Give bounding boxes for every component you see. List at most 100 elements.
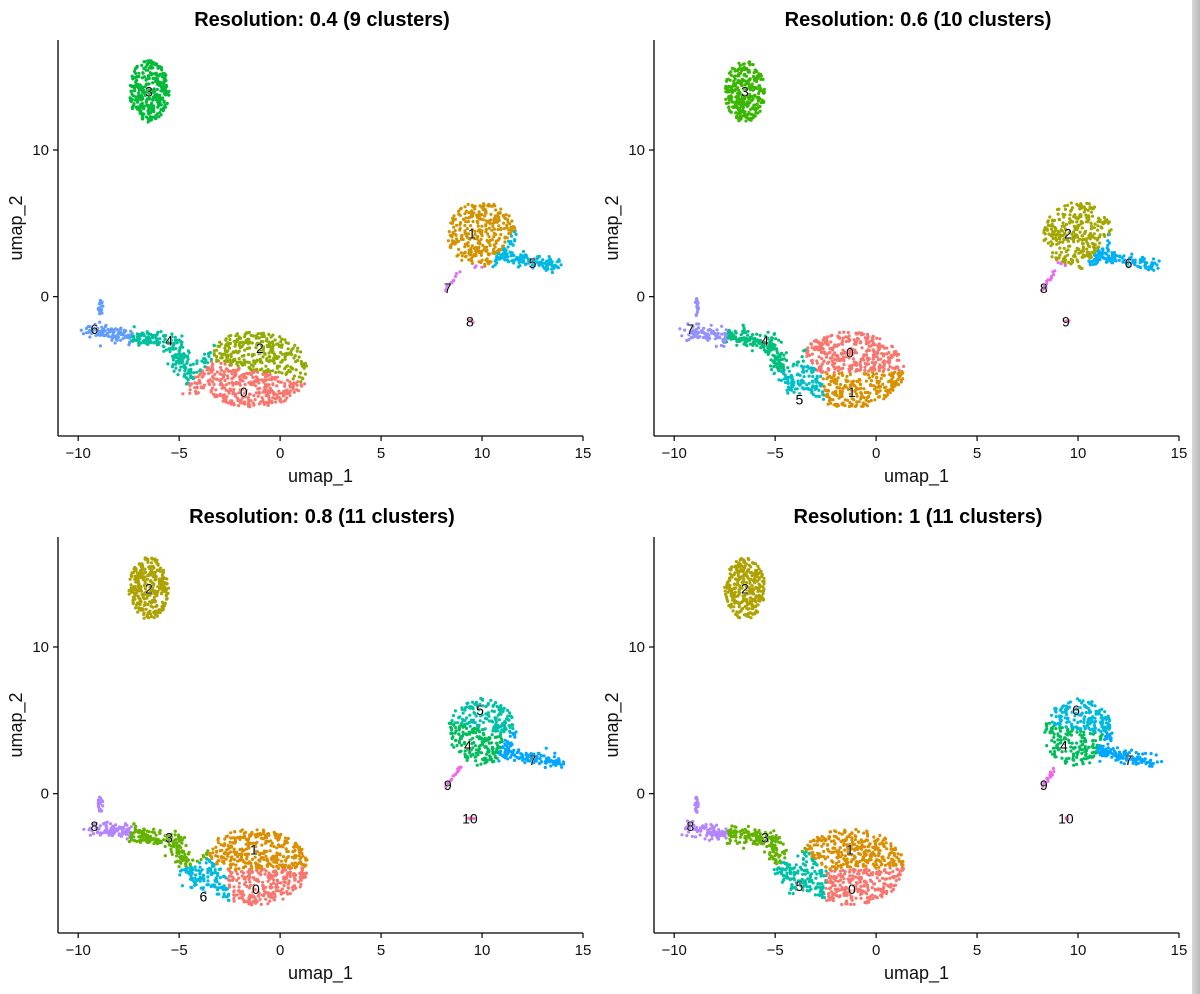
cell-points bbox=[79, 59, 563, 409]
panel-title: Resolution: 0.6 (10 clusters) bbox=[785, 9, 1052, 31]
cluster-label: 8 bbox=[90, 818, 98, 834]
cluster-label: 5 bbox=[476, 702, 484, 718]
cluster-label: 8 bbox=[466, 314, 474, 330]
cluster-label: 5 bbox=[529, 255, 537, 271]
x-axis-title: umap_1 bbox=[884, 466, 949, 487]
y-tick-label: 10 bbox=[628, 639, 645, 656]
y-tick-label: 0 bbox=[41, 289, 49, 306]
x-tick-label: −5 bbox=[171, 942, 188, 959]
panel-title: Resolution: 1 (11 clusters) bbox=[794, 506, 1043, 528]
axes bbox=[653, 537, 1179, 934]
x-tick-label: 5 bbox=[377, 445, 385, 462]
x-tick-label: 0 bbox=[276, 942, 284, 959]
x-axis-title: umap_1 bbox=[288, 963, 353, 984]
axes bbox=[57, 537, 583, 934]
cluster-label: 2 bbox=[741, 580, 749, 596]
x-tick-label: 5 bbox=[973, 942, 981, 959]
umap-panel-res-0-8: Resolution: 0.8 (11 clusters) −10 −5 0 5 10 15… bbox=[0, 497, 600, 994]
cluster-label: 8 bbox=[686, 818, 694, 834]
x-tick-label: 10 bbox=[474, 445, 491, 462]
cluster-label: 5 bbox=[795, 391, 803, 407]
cluster-label: 6 bbox=[1072, 702, 1080, 718]
y-axis-title: umap_2 bbox=[6, 195, 27, 260]
umap-scatter-plot: Resolution: 0.4 (9 clusters)−10 −5 0 5 10 150… bbox=[6, 9, 592, 487]
x-tick-label: −10 bbox=[661, 942, 686, 959]
cluster-label: 6 bbox=[1125, 255, 1133, 271]
cluster-label: 4 bbox=[1060, 737, 1068, 753]
y-tick-label: 0 bbox=[637, 289, 645, 306]
y-axis-title: umap_2 bbox=[6, 692, 27, 757]
cluster-label: 0 bbox=[846, 344, 854, 360]
panel-title: Resolution: 0.4 (9 clusters) bbox=[194, 9, 450, 31]
umap-panel-res-0-6: Resolution: 0.6 (10 clusters) −10 −5 0 5 10 15… bbox=[596, 0, 1196, 497]
x-tick-label: 10 bbox=[1070, 445, 1087, 462]
cluster-label: 10 bbox=[1058, 811, 1074, 827]
panel-title: Resolution: 0.8 (11 clusters) bbox=[189, 506, 455, 528]
cluster-label: 7 bbox=[686, 321, 694, 337]
umap-panel-res-1: Resolution: 1 (11 clusters) −10 −5 0 5 10 15 0 1… bbox=[596, 497, 1196, 994]
x-tick-label: −10 bbox=[65, 445, 90, 462]
cluster-label: 9 bbox=[1062, 314, 1070, 330]
cluster-label: 1 bbox=[846, 841, 854, 857]
x-tick-label: −10 bbox=[661, 445, 686, 462]
cluster-label: 7 bbox=[444, 280, 452, 296]
cluster-label: 10 bbox=[462, 811, 478, 827]
umap-scatter-plot: Resolution: 1 (11 clusters)−10 −5 0 5 10 1501… bbox=[602, 506, 1188, 984]
x-tick-label: 0 bbox=[872, 445, 880, 462]
x-tick-label: 5 bbox=[377, 942, 385, 959]
cluster-label: 1 bbox=[250, 841, 258, 857]
y-axis-title: umap_2 bbox=[602, 692, 623, 757]
umap-panel-res-0-4: Resolution: 0.4 (9 clusters) −10 −5 0 5 10 15 0… bbox=[0, 0, 600, 497]
cluster-label: 3 bbox=[165, 830, 173, 846]
x-tick-label: 15 bbox=[575, 445, 592, 462]
x-axis-title: umap_1 bbox=[884, 963, 949, 984]
cluster-label: 4 bbox=[464, 737, 472, 753]
y-axis-title: umap_2 bbox=[602, 195, 623, 260]
cluster-label: 1 bbox=[468, 226, 476, 242]
cluster-label: 0 bbox=[240, 384, 248, 400]
x-tick-label: −5 bbox=[171, 445, 188, 462]
cluster-label: 3 bbox=[741, 83, 749, 99]
cell-points bbox=[678, 60, 1161, 409]
x-tick-label: 15 bbox=[575, 942, 592, 959]
cluster-label: 2 bbox=[145, 580, 153, 596]
cell-points bbox=[82, 556, 566, 907]
cluster-label: 0 bbox=[848, 881, 856, 897]
cluster-label: 5 bbox=[795, 878, 803, 894]
cluster-label: 7 bbox=[529, 752, 537, 768]
cluster-label: 6 bbox=[199, 888, 207, 904]
y-tick-label: 10 bbox=[32, 142, 49, 159]
cluster-label: 0 bbox=[252, 881, 260, 897]
x-tick-label: 0 bbox=[872, 942, 880, 959]
cluster-label: 9 bbox=[444, 777, 452, 793]
x-tick-label: −5 bbox=[767, 942, 784, 959]
cell-points bbox=[680, 556, 1164, 907]
cluster-label: 4 bbox=[165, 333, 173, 349]
cluster-label: 8 bbox=[1040, 280, 1048, 296]
axes bbox=[653, 40, 1179, 437]
x-tick-label: 15 bbox=[1171, 942, 1188, 959]
umap-scatter-plot: Resolution: 0.8 (11 clusters)−10 −5 0 5 10 15… bbox=[6, 506, 592, 984]
x-tick-label: 10 bbox=[1070, 942, 1087, 959]
window-edge-shadow bbox=[1192, 0, 1200, 994]
cluster-label: 2 bbox=[1064, 226, 1072, 242]
x-tick-label: 10 bbox=[474, 942, 491, 959]
cluster-label: 7 bbox=[1125, 752, 1133, 768]
cluster-label: 3 bbox=[145, 83, 153, 99]
umap-scatter-plot: Resolution: 0.6 (10 clusters)−10 −5 0 5 10 15… bbox=[602, 9, 1188, 487]
x-tick-label: 15 bbox=[1171, 445, 1188, 462]
cluster-label: 2 bbox=[256, 340, 264, 356]
y-tick-label: 10 bbox=[628, 142, 645, 159]
cluster-label: 9 bbox=[1040, 777, 1048, 793]
cluster-label: 3 bbox=[761, 830, 769, 846]
y-tick-label: 0 bbox=[41, 786, 49, 803]
cluster-label: 6 bbox=[90, 321, 98, 337]
axes bbox=[57, 40, 583, 437]
y-tick-label: 10 bbox=[32, 639, 49, 656]
cluster-label: 1 bbox=[848, 384, 856, 400]
x-tick-label: 0 bbox=[276, 445, 284, 462]
x-tick-label: −5 bbox=[767, 445, 784, 462]
x-tick-label: −10 bbox=[65, 942, 90, 959]
y-tick-label: 0 bbox=[637, 786, 645, 803]
x-tick-label: 5 bbox=[973, 445, 981, 462]
